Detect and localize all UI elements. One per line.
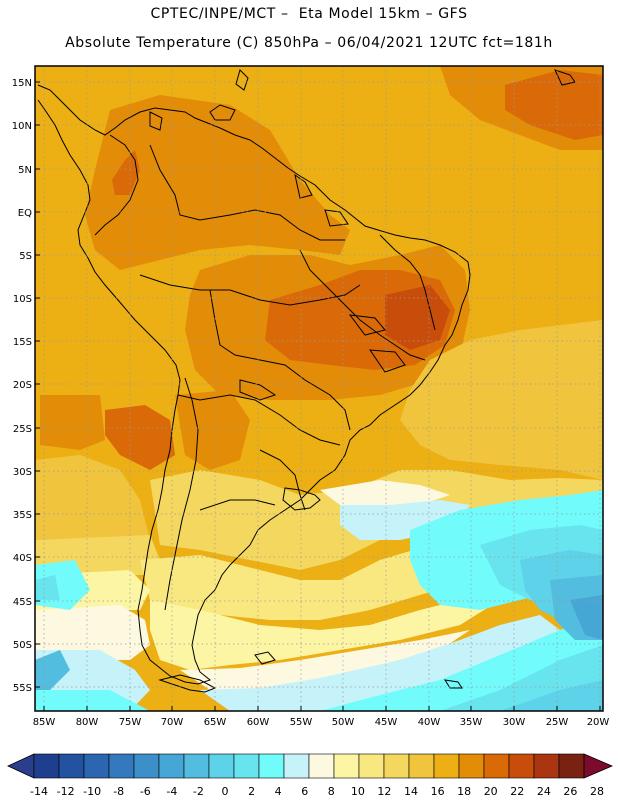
colorbar-label: 28 xyxy=(590,785,604,798)
lat-label: 5S xyxy=(19,251,32,262)
lon-label: 55W xyxy=(290,717,313,728)
colorbar-swatch xyxy=(283,753,310,779)
colorbar-swatch xyxy=(408,753,435,779)
longitude-labels: 85W 80W 75W 70W 65W 60W 55W 50W 45W 40W … xyxy=(33,717,610,728)
lon-label: 85W xyxy=(33,717,56,728)
colorbar-swatch xyxy=(333,753,360,779)
lat-label: 15S xyxy=(13,337,32,348)
colorbar-label: 12 xyxy=(377,785,391,798)
colorbar-label: -14 xyxy=(30,785,48,798)
latitude-labels: 15N 10N 5N EQ 5S 10S 15S 20S 25S 30S 35S… xyxy=(12,78,32,694)
lat-label: 10S xyxy=(13,294,32,305)
lat-label: 10N xyxy=(12,121,32,132)
colorbar-swatch xyxy=(83,753,110,779)
lat-label: 25S xyxy=(13,424,32,435)
colorbar-swatch xyxy=(433,753,460,779)
colorbar-swatch xyxy=(33,753,60,779)
colorbar-swatch xyxy=(233,753,260,779)
lon-label: 25W xyxy=(546,717,569,728)
lat-label: 50S xyxy=(13,640,32,651)
lon-label: 30W xyxy=(503,717,526,728)
colorbar-swatch xyxy=(533,753,560,779)
lon-label: 20W xyxy=(587,717,610,728)
colorbar-label: -4 xyxy=(166,785,177,798)
lat-label: 20S xyxy=(13,380,32,391)
colorbar-label: 22 xyxy=(510,785,524,798)
colorbar: -14 -12 -10 -8 -6 -4 -2 0 2 4 6 8 10 12 14 16 18 20 22 24 26… xyxy=(7,753,614,798)
temperature-field xyxy=(35,66,603,711)
lon-label: 60W xyxy=(247,717,270,728)
lat-label: 30S xyxy=(13,467,32,478)
colorbar-swatch xyxy=(208,753,235,779)
lon-label: 80W xyxy=(76,717,99,728)
lon-label: 70W xyxy=(161,717,184,728)
colorbar-label: -10 xyxy=(83,785,101,798)
colorbar-label: 4 xyxy=(275,785,282,798)
colorbar-swatch xyxy=(308,753,335,779)
colorbar-swatch xyxy=(358,753,385,779)
lat-label: 45S xyxy=(13,597,32,608)
colorbar-label: 10 xyxy=(351,785,365,798)
colorbar-label: 26 xyxy=(563,785,577,798)
colorbar-swatch xyxy=(158,753,185,779)
lon-label: 50W xyxy=(332,717,355,728)
lat-label: 5N xyxy=(18,165,32,176)
colorbar-swatch xyxy=(58,753,85,779)
lon-label: 65W xyxy=(204,717,227,728)
axis-ticks xyxy=(35,81,601,711)
colorbar-label: 6 xyxy=(301,785,308,798)
lat-label: 35S xyxy=(13,510,32,521)
colorbar-swatch xyxy=(458,753,485,779)
colorbar-swatch xyxy=(133,753,160,779)
lat-label: 40S xyxy=(13,553,32,564)
lon-label: 40W xyxy=(418,717,441,728)
colorbar-swatch xyxy=(508,753,535,779)
colorbar-swatch xyxy=(183,753,210,779)
colorbar-swatch xyxy=(108,753,135,779)
colorbar-label: 20 xyxy=(484,785,498,798)
lat-label: EQ xyxy=(18,208,32,219)
colorbar-label: 8 xyxy=(328,785,335,798)
lon-label: 75W xyxy=(119,717,142,728)
colorbar-label: -2 xyxy=(193,785,204,798)
colorbar-label: -8 xyxy=(113,785,124,798)
colorbar-label: -6 xyxy=(140,785,151,798)
colorbar-label: 24 xyxy=(537,785,551,798)
lon-label: 35W xyxy=(460,717,483,728)
colorbar-swatch xyxy=(383,753,410,779)
colorbar-swatch xyxy=(558,753,585,779)
title-line-2: Absolute Temperature (C) 850hPa – 06/04/… xyxy=(65,35,553,51)
lat-label: 55S xyxy=(13,683,32,694)
colorbar-over-arrow xyxy=(583,753,614,779)
colorbar-label: 2 xyxy=(248,785,255,798)
colorbar-label: -12 xyxy=(57,785,75,798)
title-line-1: CPTEC/INPE/MCT – Eta Model 15km – GFS xyxy=(150,6,468,22)
colorbar-label: 18 xyxy=(457,785,471,798)
colorbar-label: 16 xyxy=(431,785,445,798)
map-frame xyxy=(34,65,604,712)
colorbar-label: 14 xyxy=(404,785,418,798)
lat-label: 15N xyxy=(12,78,32,89)
colorbar-swatch xyxy=(483,753,510,779)
colorbar-label: 0 xyxy=(222,785,229,798)
colorbar-under-arrow xyxy=(7,753,35,779)
lat-lon-grid xyxy=(35,66,603,711)
colorbar-swatch xyxy=(258,753,285,779)
lon-label: 45W xyxy=(375,717,398,728)
